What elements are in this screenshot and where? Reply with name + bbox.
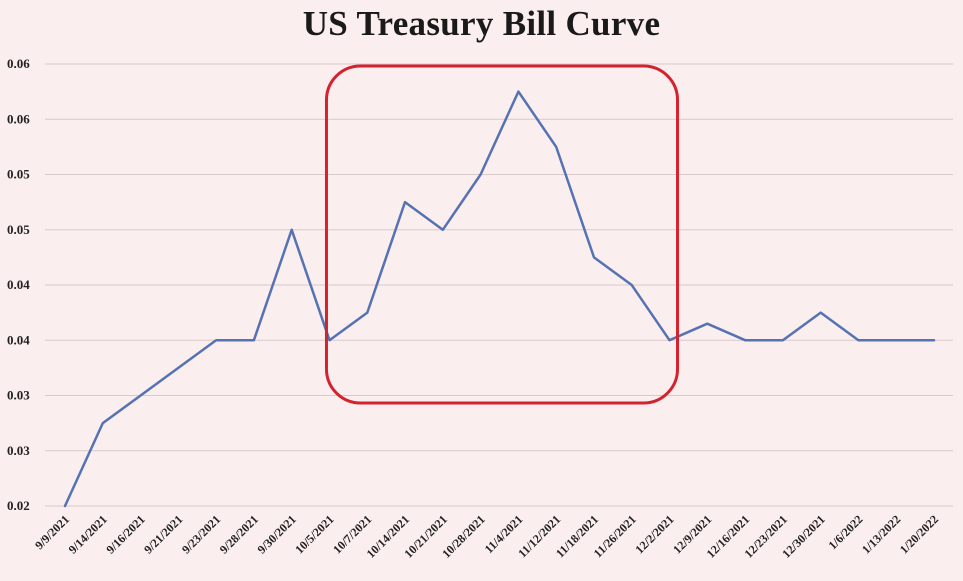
chart-title: US Treasury Bill Curve xyxy=(302,4,661,43)
series-line xyxy=(63,90,936,508)
x-tick-label: 9/16/2021 xyxy=(103,512,147,556)
x-tick-label: 9/23/2021 xyxy=(179,512,223,556)
x-tick-label: 12/2/2021 xyxy=(632,512,676,556)
x-tick-label: 9/14/2021 xyxy=(66,512,110,556)
y-tick-label: 0.02 xyxy=(7,498,30,513)
y-tick-label: 0.06 xyxy=(7,56,30,71)
y-tick-label: 0.04 xyxy=(7,332,30,347)
highlight-box xyxy=(324,64,680,405)
y-tick-label: 0.06 xyxy=(7,111,30,126)
x-tick-label: 9/21/2021 xyxy=(141,512,185,556)
y-tick-label: 0.05 xyxy=(7,222,30,237)
y-tick-label: 0.05 xyxy=(7,167,30,182)
x-tick-label: 9/30/2021 xyxy=(255,512,299,556)
x-tick-label: 1/20/2022 xyxy=(897,512,941,556)
x-tick-label: 10/5/2021 xyxy=(292,512,336,556)
x-tick-label: 1/13/2022 xyxy=(859,512,903,556)
y-tick-label: 0.03 xyxy=(7,388,30,403)
x-tick-label: 9/28/2021 xyxy=(217,512,261,556)
y-tick-label: 0.03 xyxy=(7,443,30,458)
y-tick-label: 0.04 xyxy=(7,277,30,292)
